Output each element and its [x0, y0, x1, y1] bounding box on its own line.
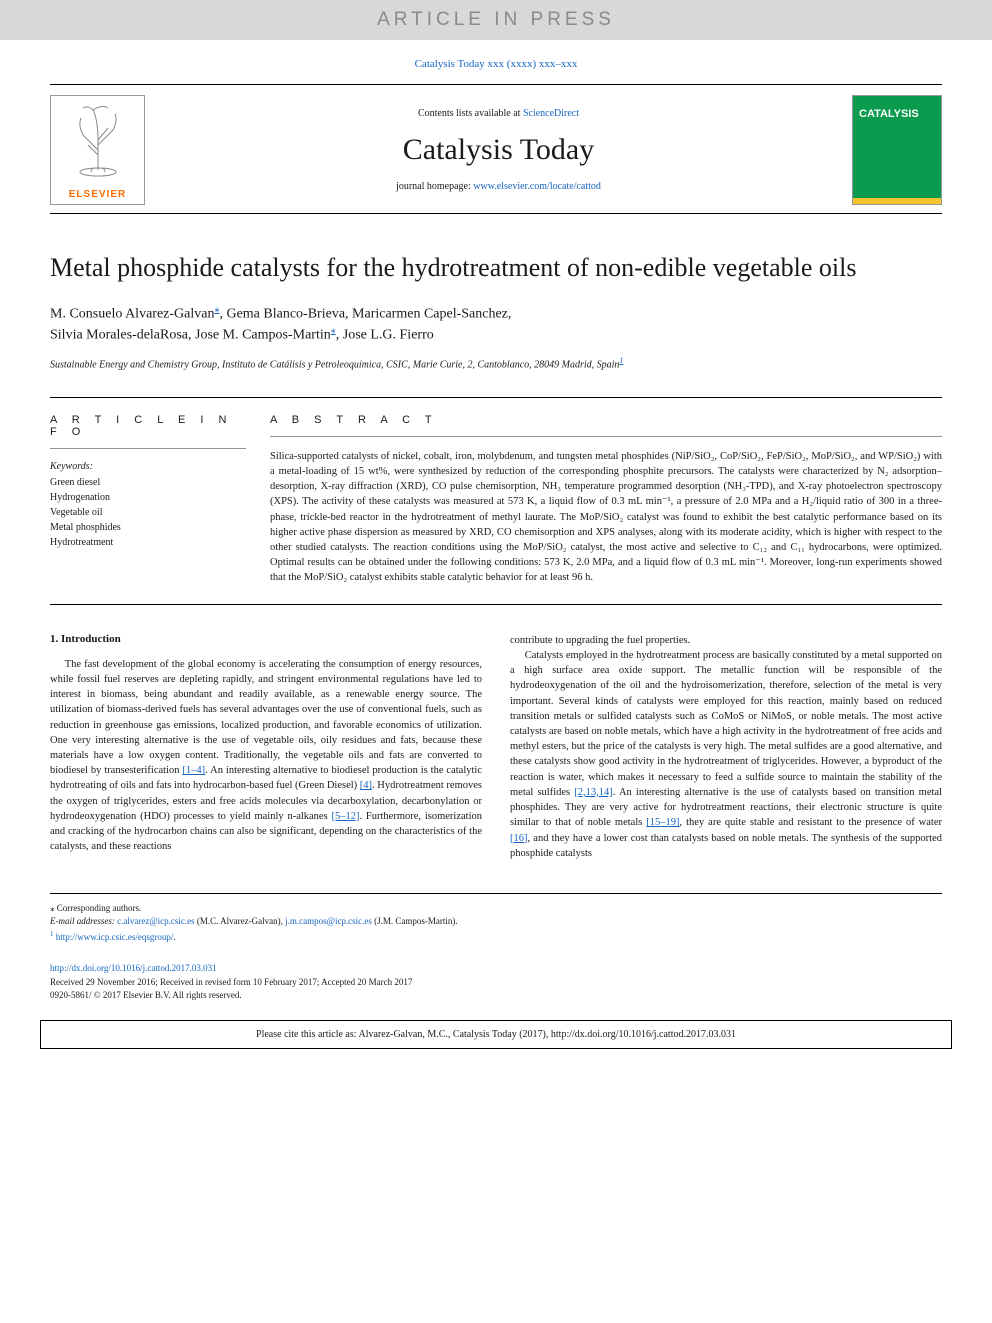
abstract-text: Silica-supported catalysts of nickel, co…: [270, 449, 942, 586]
citation-link[interactable]: [2,13,14]: [574, 787, 613, 798]
body-para-continuation: contribute to upgrading the fuel propert…: [510, 633, 942, 648]
journal-ref-link[interactable]: Catalysis Today xxx (xxxx) xxx–xxx: [415, 58, 578, 70]
email-label: E-mail addresses:: [50, 916, 117, 926]
email-name-2: (J.M. Campos-Martin).: [372, 916, 458, 926]
abstract-heading: A B S T R A C T: [270, 414, 942, 437]
affiliation: Sustainable Energy and Chemistry Group, …: [50, 356, 942, 370]
corresponding-authors-note: ⁎ Corresponding authors.: [50, 902, 942, 916]
homepage-line: journal homepage: www.elsevier.com/locat…: [155, 181, 842, 192]
info-abstract-row: A R T I C L E I N F O Keywords: Green di…: [50, 397, 942, 605]
body-text: , they are quite stable and resistant to…: [680, 817, 942, 828]
journal-cover-thumbnail: CATALYSIS: [852, 95, 942, 205]
email-line: E-mail addresses: c.alvarez@icp.csic.es …: [50, 915, 942, 929]
footnote-sup-1: 1: [50, 930, 54, 938]
homepage-link[interactable]: www.elsevier.com/locate/cattod: [473, 181, 601, 192]
keyword: Green diesel: [50, 475, 246, 490]
header-center: Contents lists available at ScienceDirec…: [155, 108, 842, 192]
authors: M. Consuelo Alvarez-Galvan⁎, Gema Blanco…: [50, 303, 942, 347]
email-name-1: (M.C. Alvarez-Galvan),: [195, 916, 285, 926]
article-info-col: A R T I C L E I N F O Keywords: Green di…: [50, 414, 270, 586]
article-info-heading: A R T I C L E I N F O: [50, 414, 246, 449]
authors-line2-rest: , Jose L.G. Fierro: [336, 328, 434, 343]
contents-line: Contents lists available at ScienceDirec…: [155, 108, 842, 119]
copyright-line: 0920-5861/ © 2017 Elsevier B.V. All righ…: [50, 989, 942, 1002]
keyword: Hydrotreatment: [50, 535, 246, 550]
doi-link[interactable]: http://dx.doi.org/10.1016/j.cattod.2017.…: [50, 963, 217, 973]
cover-bar: [853, 198, 941, 204]
tree-icon: [63, 100, 133, 178]
elsevier-logo: ELSEVIER: [50, 95, 145, 205]
sciencedirect-link[interactable]: ScienceDirect: [523, 108, 579, 119]
citation-link[interactable]: [16]: [510, 833, 528, 844]
citation-link[interactable]: [1–4]: [182, 765, 205, 776]
doi-block: http://dx.doi.org/10.1016/j.cattod.2017.…: [50, 962, 942, 1001]
authors-line2: Silvia Morales-delaRosa, Jose M. Campos-…: [50, 328, 331, 343]
email-link-2[interactable]: j.m.campos@icp.csic.es: [285, 916, 372, 926]
keyword: Hydrogenation: [50, 490, 246, 505]
body-text: Catalysts employed in the hydrotreatment…: [510, 650, 942, 798]
citation-link[interactable]: [4]: [360, 780, 372, 791]
cover-title: CATALYSIS: [859, 108, 919, 120]
abstract-col: A B S T R A C T Silica-supported catalys…: [270, 414, 942, 586]
affiliation-sup[interactable]: 1: [619, 356, 623, 365]
group-url-link[interactable]: http://www.icp.csic.es/eqsgroup/: [56, 932, 174, 942]
article-body: Metal phosphide catalysts for the hydrot…: [50, 252, 942, 861]
keywords-label: Keywords:: [50, 461, 246, 472]
homepage-prefix: journal homepage:: [396, 181, 473, 192]
body-text: , and they have a lower cost than cataly…: [510, 833, 942, 859]
body-columns: 1. Introduction The fast development of …: [50, 633, 942, 861]
keyword: Vegetable oil: [50, 505, 246, 520]
group-url-line: 1 http://www.icp.csic.es/eqsgroup/.: [50, 929, 942, 945]
footnotes: ⁎ Corresponding authors. E-mail addresse…: [50, 893, 942, 945]
citation-box: Please cite this article as: Alvarez-Gal…: [40, 1020, 952, 1049]
article-in-press-banner: ARTICLE IN PRESS: [0, 0, 992, 40]
article-title: Metal phosphide catalysts for the hydrot…: [50, 252, 942, 285]
body-para: Catalysts employed in the hydrotreatment…: [510, 648, 942, 861]
received-dates: Received 29 November 2016; Received in r…: [50, 976, 942, 989]
email-link-1[interactable]: c.alvarez@icp.csic.es: [117, 916, 195, 926]
citation-text: Please cite this article as: Alvarez-Gal…: [256, 1029, 736, 1040]
body-para: The fast development of the global econo…: [50, 657, 482, 855]
url-suffix: .: [173, 932, 175, 942]
elsevier-wordmark: ELSEVIER: [69, 189, 126, 200]
affiliation-text: Sustainable Energy and Chemistry Group, …: [50, 360, 619, 371]
citation-link[interactable]: [15–19]: [646, 817, 679, 828]
contents-prefix: Contents lists available at: [418, 108, 523, 119]
journal-name: Catalysis Today: [155, 133, 842, 167]
authors-line1-rest: , Gema Blanco-Brieva, Maricarmen Capel-S…: [219, 306, 511, 321]
journal-reference: Catalysis Today xxx (xxxx) xxx–xxx: [0, 58, 992, 70]
body-col-left: 1. Introduction The fast development of …: [50, 633, 482, 861]
author-1: M. Consuelo Alvarez-Galvan: [50, 306, 214, 321]
citation-link[interactable]: [5–12]: [331, 811, 359, 822]
section-heading: 1. Introduction: [50, 633, 482, 645]
body-text: The fast development of the global econo…: [50, 659, 482, 777]
banner-text: ARTICLE IN PRESS: [377, 9, 615, 31]
body-col-right: contribute to upgrading the fuel propert…: [510, 633, 942, 861]
journal-header: ELSEVIER Contents lists available at Sci…: [50, 84, 942, 214]
keyword: Metal phosphides: [50, 520, 246, 535]
